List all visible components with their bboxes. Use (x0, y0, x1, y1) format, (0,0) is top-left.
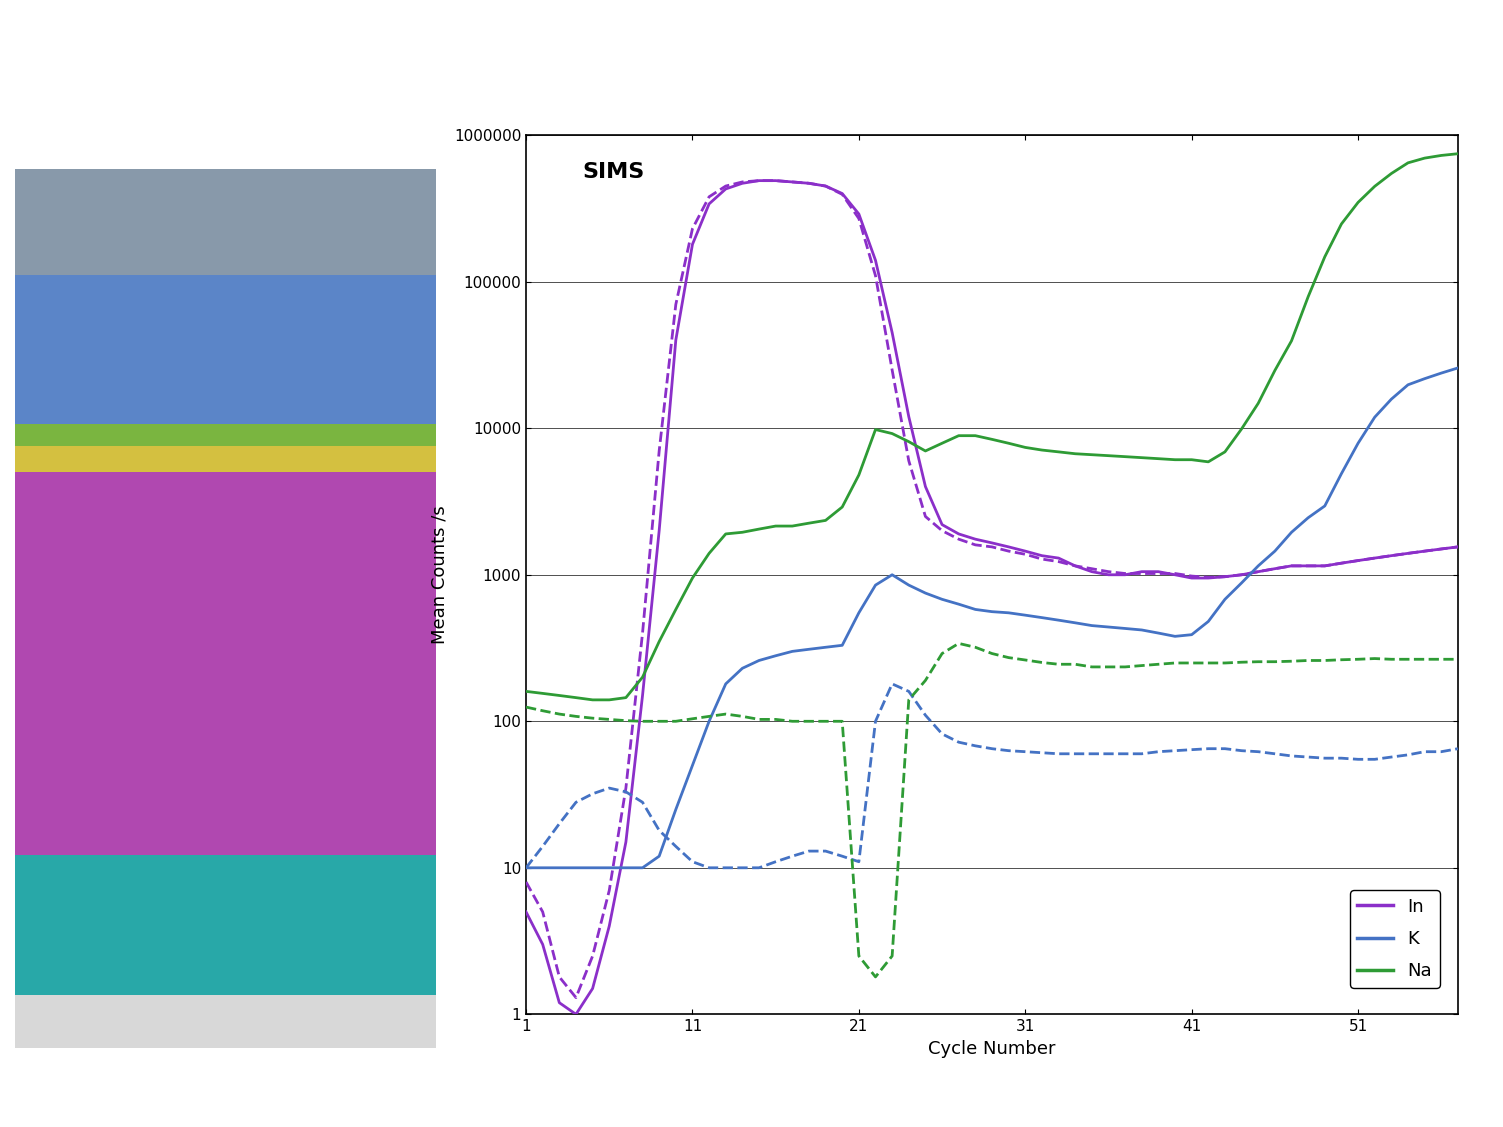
Na (567, 691, 585, 704)
In (517, 905, 535, 919)
Y-axis label: Mean Counts /s: Mean Counts /s (430, 505, 448, 645)
In (750, 174, 768, 187)
K (550, 861, 568, 875)
Text: SIMS: SIMS (582, 161, 645, 181)
Na (517, 684, 535, 698)
Bar (15, 995, 436, 1048)
Bar (15, 275, 436, 424)
K (917, 586, 935, 600)
Na (933, 436, 951, 450)
In (1449, 540, 1467, 553)
K (517, 861, 535, 875)
In (950, 527, 968, 541)
Bar (15, 472, 436, 854)
K (1449, 361, 1467, 374)
Na (583, 693, 601, 707)
In (1183, 571, 1201, 585)
In (800, 177, 818, 190)
Na (1183, 453, 1201, 467)
K (767, 649, 785, 663)
K (567, 861, 585, 875)
Line: In: In (526, 180, 1458, 1014)
Line: K: K (526, 367, 1458, 868)
Na (1166, 453, 1184, 467)
Bar (15, 854, 436, 995)
Na (1449, 147, 1467, 160)
K (1150, 627, 1168, 640)
Na (550, 689, 568, 702)
Line: Na: Na (526, 153, 1458, 700)
In (567, 1008, 585, 1021)
Bar (15, 424, 436, 446)
K (1166, 630, 1184, 644)
In (550, 996, 568, 1010)
In (583, 982, 601, 995)
Na (783, 520, 801, 533)
Bar (15, 446, 436, 472)
In (1199, 571, 1217, 585)
Bar (15, 169, 436, 275)
X-axis label: Cycle Number: Cycle Number (929, 1040, 1055, 1058)
Legend: In, K, Na: In, K, Na (1350, 890, 1440, 987)
